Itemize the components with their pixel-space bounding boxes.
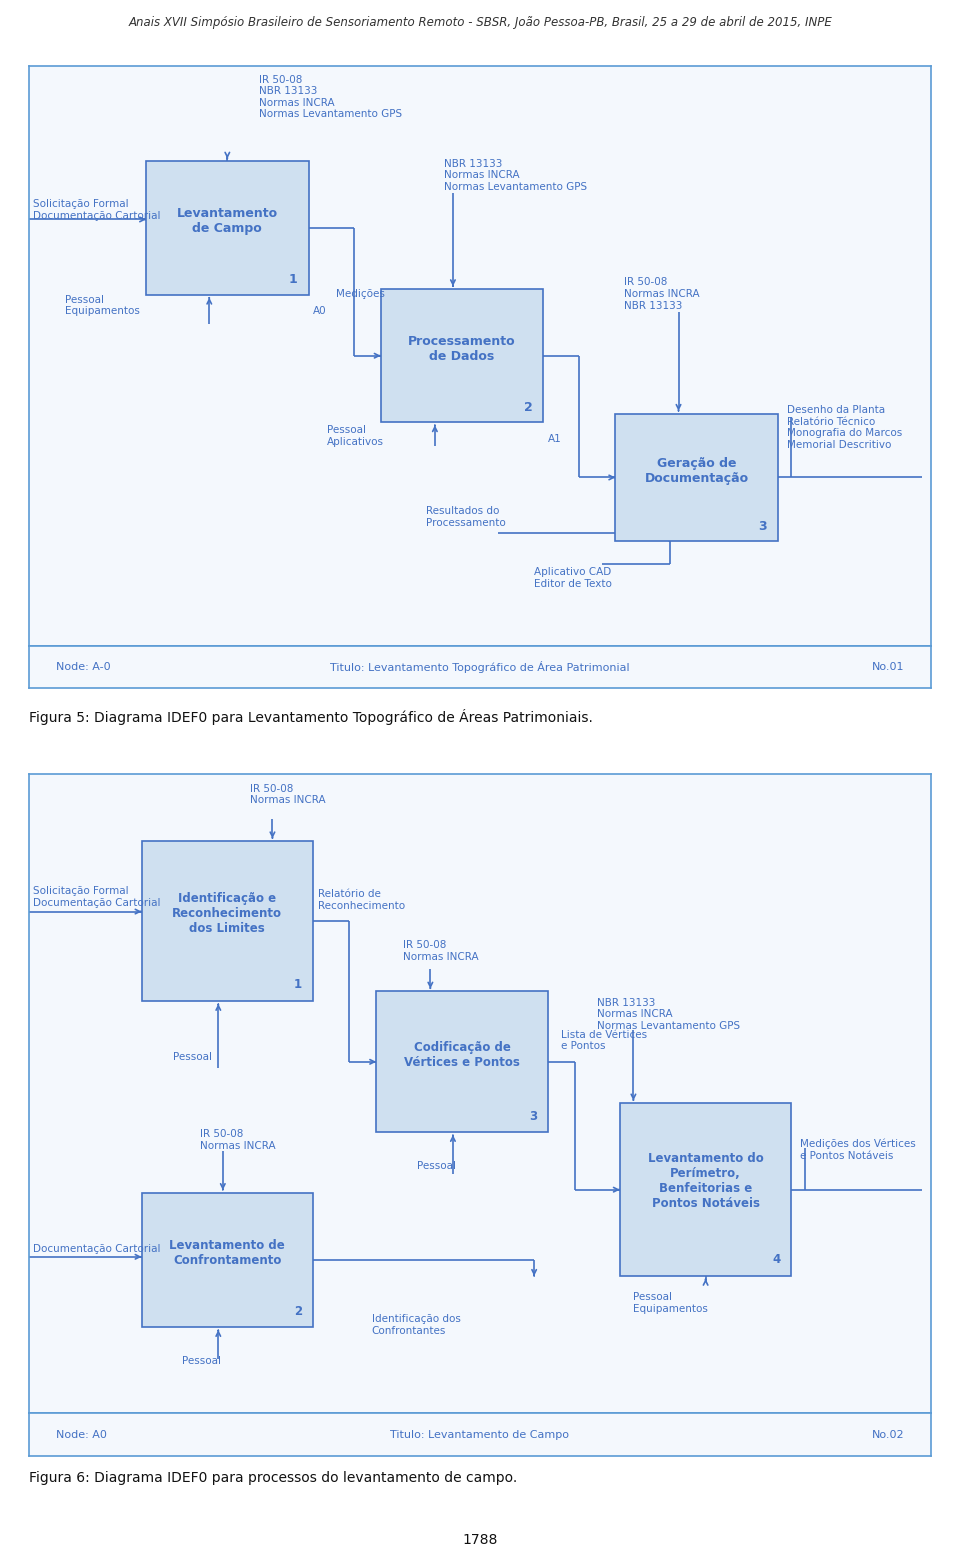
Text: Relatório de
Reconhecimento: Relatório de Reconhecimento (318, 888, 405, 910)
Text: 4: 4 (772, 1254, 780, 1266)
Text: Titulo: Levantamento Topográfico de Área Patrimonial: Titulo: Levantamento Topográfico de Área… (330, 661, 630, 672)
Text: Aplicativo CAD
Editor de Texto: Aplicativo CAD Editor de Texto (534, 567, 612, 589)
Text: Pessoal
Equipamentos: Pessoal Equipamentos (65, 295, 140, 317)
Text: Resultados do
Processamento: Resultados do Processamento (426, 506, 506, 528)
Text: A1: A1 (547, 434, 562, 443)
FancyBboxPatch shape (142, 841, 313, 1001)
Text: Codificação de
Vértices e Pontos: Codificação de Vértices e Pontos (404, 1040, 520, 1069)
Text: Medições: Medições (336, 288, 385, 299)
Text: IR 50-08
Normas INCRA
NBR 13133: IR 50-08 Normas INCRA NBR 13133 (624, 277, 700, 310)
Text: Desenho da Planta
Relatório Técnico
Monografia do Marcos
Memorial Descritivo: Desenho da Planta Relatório Técnico Mono… (787, 404, 902, 450)
Text: Levantamento de
Confrontamento: Levantamento de Confrontamento (170, 1239, 285, 1268)
Text: 2: 2 (523, 401, 533, 414)
Text: Pessoal: Pessoal (173, 1051, 212, 1062)
Text: Lista de Vértices
e Pontos: Lista de Vértices e Pontos (562, 1030, 647, 1051)
FancyBboxPatch shape (615, 414, 778, 541)
Text: 1: 1 (294, 978, 302, 992)
Text: A0: A0 (313, 307, 326, 317)
FancyBboxPatch shape (376, 992, 547, 1131)
Text: No.01: No.01 (872, 661, 904, 672)
Text: Levantamento do
Perímetro,
Benfeitorias e
Pontos Notáveis: Levantamento do Perímetro, Benfeitorias … (648, 1152, 763, 1210)
FancyBboxPatch shape (146, 161, 308, 295)
Text: Figura 5: Diagrama IDEF0 para Levantamento Topográfico de Áreas Patrimoniais.: Figura 5: Diagrama IDEF0 para Levantamen… (29, 708, 592, 724)
Text: Levantamento
de Campo: Levantamento de Campo (177, 207, 277, 235)
Text: Medições dos Vértices
e Pontos Notáveis: Medições dos Vértices e Pontos Notáveis (801, 1139, 916, 1161)
Text: 2: 2 (294, 1305, 302, 1318)
Text: IR 50-08
Normas INCRA: IR 50-08 Normas INCRA (403, 940, 479, 962)
Text: IR 50-08
NBR 13133
Normas INCRA
Normas Levantamento GPS: IR 50-08 NBR 13133 Normas INCRA Normas L… (259, 75, 402, 119)
FancyBboxPatch shape (142, 1192, 313, 1327)
Text: Titulo: Levantamento de Campo: Titulo: Levantamento de Campo (391, 1429, 569, 1440)
Text: Geração de
Documentação: Geração de Documentação (644, 458, 749, 486)
Text: Node: A0: Node: A0 (56, 1429, 107, 1440)
Text: Figura 6: Diagrama IDEF0 para processos do levantamento de campo.: Figura 6: Diagrama IDEF0 para processos … (29, 1471, 517, 1486)
Text: Pessoal
Aplicativos: Pessoal Aplicativos (326, 425, 384, 447)
Text: Pessoal: Pessoal (417, 1161, 456, 1171)
Text: 1: 1 (289, 273, 298, 287)
FancyBboxPatch shape (381, 288, 543, 423)
Text: Pessoal: Pessoal (182, 1355, 221, 1366)
Text: IR 50-08
Normas INCRA: IR 50-08 Normas INCRA (201, 1128, 276, 1150)
FancyBboxPatch shape (620, 1103, 791, 1276)
Text: Identificação dos
Confrontantes: Identificação dos Confrontantes (372, 1315, 461, 1337)
Text: Processamento
de Dados: Processamento de Dados (408, 335, 516, 364)
Text: Solicitação Formal
Documentação Cartorial: Solicitação Formal Documentação Cartoria… (34, 885, 161, 907)
Text: Node: A-0: Node: A-0 (56, 661, 110, 672)
Text: Solicitação Formal
Documentação Cartorial: Solicitação Formal Documentação Cartoria… (34, 199, 161, 221)
Text: Pessoal
Equipamentos: Pessoal Equipamentos (634, 1291, 708, 1313)
Text: Documentação Cartorial: Documentação Cartorial (34, 1244, 161, 1254)
Text: NBR 13133
Normas INCRA
Normas Levantamento GPS: NBR 13133 Normas INCRA Normas Levantamen… (597, 998, 740, 1031)
Text: No.02: No.02 (872, 1429, 904, 1440)
Text: NBR 13133
Normas INCRA
Normas Levantamento GPS: NBR 13133 Normas INCRA Normas Levantamen… (444, 158, 587, 191)
Text: 3: 3 (529, 1109, 537, 1122)
Text: 1788: 1788 (463, 1533, 497, 1547)
Text: IR 50-08
Normas INCRA: IR 50-08 Normas INCRA (250, 784, 325, 805)
Text: Anais XVII Simpósio Brasileiro de Sensoriamento Remoto - SBSR, João Pessoa-PB, B: Anais XVII Simpósio Brasileiro de Sensor… (128, 16, 832, 30)
Text: Identificação e
Reconhecimento
dos Limites: Identificação e Reconhecimento dos Limit… (173, 892, 282, 934)
Text: 3: 3 (758, 520, 767, 533)
